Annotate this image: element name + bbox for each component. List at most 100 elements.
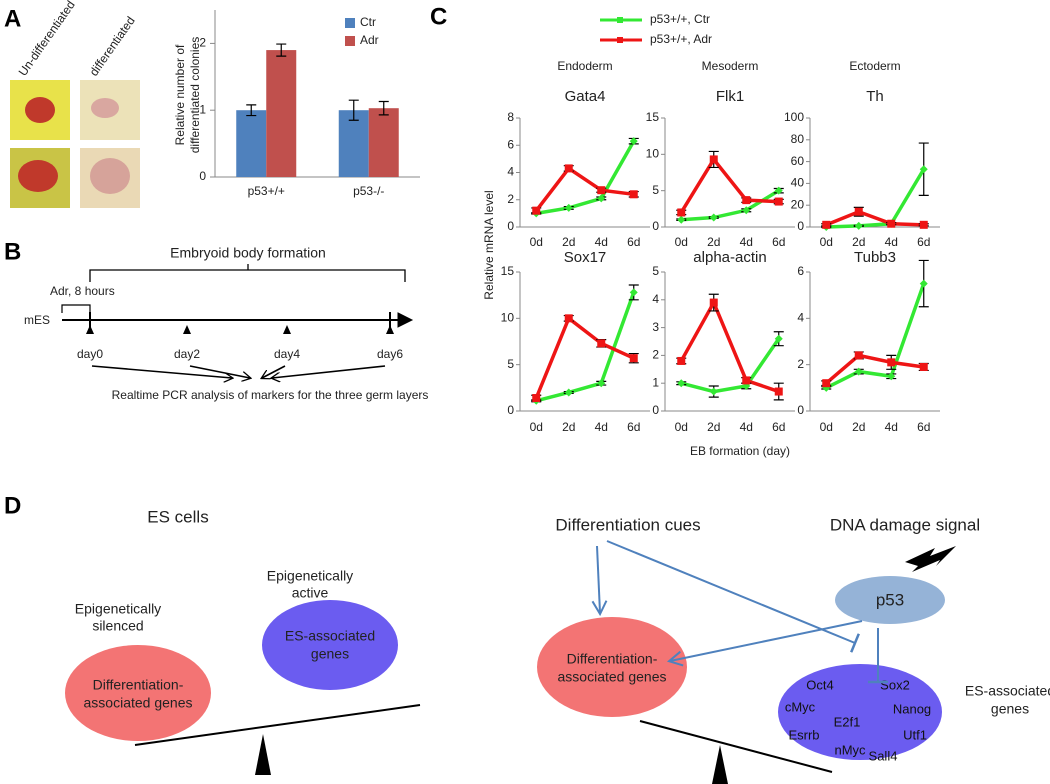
subplot-title: Th: [866, 88, 884, 105]
y-tick-label: 2: [507, 192, 514, 206]
x-tick-label: 6d: [917, 420, 930, 434]
x-tick-label: 4d: [885, 420, 898, 434]
error-bar: [378, 100, 389, 116]
marker: [597, 194, 606, 203]
x-tick-label: 2d: [852, 420, 865, 434]
subplot-title: Gata4: [565, 88, 606, 105]
y-tick-label: 0: [652, 219, 659, 233]
series-line: [825, 283, 926, 390]
bar: [266, 50, 297, 177]
label: silenced: [92, 618, 143, 634]
y-axis-label: differentiated colonies: [188, 37, 202, 154]
series-line: [825, 209, 924, 227]
marker: [887, 358, 896, 367]
series-line: [679, 156, 779, 214]
series-line: [535, 291, 636, 403]
gene: nMyc: [834, 742, 866, 757]
marker: [597, 379, 606, 388]
x-tick-label: 6d: [772, 420, 785, 434]
marker: [774, 186, 783, 195]
marker: [564, 164, 573, 173]
fulcrum: [712, 745, 728, 784]
marker: [854, 207, 863, 216]
x-tick-label: 2d: [562, 235, 575, 249]
y-tick-label: 4: [797, 311, 804, 325]
y-tick-label: 3: [652, 320, 659, 334]
panel-letter: B: [4, 238, 21, 265]
gene: cMyc: [785, 699, 816, 714]
error-bar: [246, 104, 257, 117]
series-line: [825, 353, 924, 385]
marker: [629, 137, 638, 146]
marker: [709, 298, 718, 307]
y-tick-label: 1: [652, 375, 659, 389]
label: ES-associated: [285, 628, 375, 644]
gene: E2f1: [834, 714, 861, 729]
label: active: [292, 585, 329, 601]
colony-images: [10, 80, 140, 208]
panel-letter: C: [430, 3, 447, 30]
gene: Oct4: [806, 677, 833, 692]
legend-label: p53+/+, Ctr: [650, 12, 710, 26]
y-tick-label: 0: [199, 169, 206, 183]
x-tick-label: 6d: [627, 420, 640, 434]
bar: [236, 110, 267, 177]
x-tick-label: 0d: [820, 235, 833, 249]
x-axis-label: EB formation (day): [690, 444, 790, 458]
label: Differentiation-: [567, 651, 658, 667]
series-line: [680, 337, 781, 394]
label: p53: [876, 590, 904, 609]
marker: [564, 314, 573, 323]
y-axis-label: Relative number of: [173, 44, 187, 145]
marker: [709, 213, 718, 222]
marker: [919, 220, 928, 229]
x-tick-label: 0d: [530, 235, 543, 249]
x-tick-label: 4d: [595, 235, 608, 249]
marker: [532, 394, 541, 403]
marker: [919, 279, 928, 288]
legend-label: p53+/+, Adr: [650, 32, 712, 46]
marker: [774, 197, 783, 206]
label: genes: [991, 701, 1029, 717]
y-tick-label: 6: [507, 137, 514, 151]
x-tick-label: 4d: [740, 420, 753, 434]
x-tick-label: 6d: [917, 235, 930, 249]
x-tick-label: 6d: [772, 235, 785, 249]
y-tick-label: 80: [791, 132, 805, 146]
y-tick-label: 4: [507, 165, 514, 179]
lightning: [905, 546, 956, 572]
treatment-label: Adr, 8 hours: [50, 284, 115, 298]
start-label: mES: [24, 313, 50, 327]
heading: DNA damage signal: [830, 515, 980, 534]
y-axis-label: Relative mRNA level: [482, 190, 496, 299]
x-tick-label: 0d: [530, 420, 543, 434]
y-tick-label: 2: [797, 357, 804, 371]
label: associated genes: [558, 669, 667, 685]
marker: [677, 379, 686, 388]
y-tick-label: 2: [199, 36, 206, 50]
series-line: [534, 315, 635, 399]
x-tick-label: 4d: [885, 235, 898, 249]
gene: Sall4: [869, 748, 898, 763]
marker: [742, 376, 751, 385]
marker: [854, 351, 863, 360]
y-tick-label: 0: [507, 219, 514, 233]
diff-genes-ellipse: [65, 645, 211, 741]
marker: [677, 356, 686, 365]
y-tick-label: 20: [791, 197, 805, 211]
marker: [887, 372, 896, 381]
marker: [629, 354, 638, 363]
diff-genes-ellipse: [537, 617, 687, 717]
label: Epigenetically: [75, 601, 161, 617]
day-label: day6: [377, 347, 403, 361]
image-label: Un-differentiated: [16, 0, 78, 79]
subplot-title: alpha-actin: [693, 249, 766, 266]
y-tick-label: 5: [507, 357, 514, 371]
group-label: Endoderm: [557, 59, 612, 73]
bar: [368, 108, 399, 177]
timeline: [61, 264, 414, 378]
y-tick-label: 4: [652, 292, 659, 306]
y-tick-label: 40: [791, 176, 805, 190]
caption: Realtime PCR analysis of markers for the…: [112, 388, 429, 402]
